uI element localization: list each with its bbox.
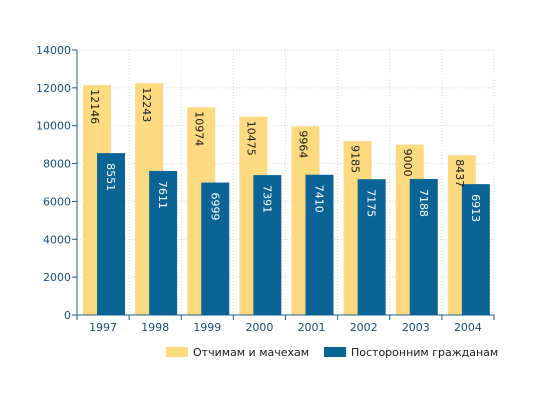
data-label-series-1: 8437 xyxy=(453,159,466,187)
bar-series-2 xyxy=(461,184,490,315)
bar-series-2 xyxy=(305,174,334,315)
y-tick-label: 0 xyxy=(64,309,71,322)
data-label-series-1: 9964 xyxy=(297,130,310,158)
data-label-series-2: 6913 xyxy=(469,194,482,222)
bar-series-2 xyxy=(253,175,282,315)
y-tick-label: 8000 xyxy=(43,158,71,171)
bars xyxy=(83,83,490,316)
x-tick-label: 1997 xyxy=(89,321,117,334)
data-label-series-2: 7188 xyxy=(417,189,430,217)
bar-series-2 xyxy=(201,182,230,315)
y-tick-label: 4000 xyxy=(43,233,71,246)
data-label-series-2: 7611 xyxy=(156,181,169,209)
y-tick-label: 2000 xyxy=(43,271,71,284)
data-label-series-1: 12243 xyxy=(140,87,153,122)
data-label-series-1: 9185 xyxy=(349,145,362,173)
data-label-series-2: 7391 xyxy=(260,185,273,213)
legend-label-series-2: Посторонним гражданам xyxy=(351,346,498,359)
axes: 0 2000 4000 6000 8000 10000 12000 14000 1997 1998… xyxy=(36,44,495,334)
bar-series-2 xyxy=(149,170,178,315)
x-tick-label: 2001 xyxy=(298,321,326,334)
legend-swatch-series-1 xyxy=(166,347,188,357)
bar-series-2 xyxy=(409,178,438,315)
data-label-series-1: 9000 xyxy=(401,149,414,177)
data-label-series-2: 7175 xyxy=(365,189,378,217)
data-label-series-1: 12146 xyxy=(88,89,101,124)
legend-swatch-series-2 xyxy=(324,347,346,357)
y-tick-label: 6000 xyxy=(43,195,71,208)
data-labels: 12146 8551 12243 7611 10974 6999 10475 7391 9964… xyxy=(88,87,482,222)
bar-series-2 xyxy=(97,153,125,315)
x-tick-label: 1999 xyxy=(193,321,221,334)
y-tick-label: 14000 xyxy=(36,44,71,57)
data-label-series-1: 10475 xyxy=(244,121,257,156)
y-tick-label: 10000 xyxy=(36,120,71,133)
legend-label-series-1: Отчимам и мачехам xyxy=(193,346,309,359)
x-tick-label: 2000 xyxy=(245,321,273,334)
x-tick-label: 1998 xyxy=(141,321,169,334)
x-tick-label: 2003 xyxy=(402,321,430,334)
bar-series-2 xyxy=(357,179,386,315)
x-tick-label: 2004 xyxy=(454,321,482,334)
x-tick-label: 2002 xyxy=(350,321,378,334)
data-label-series-2: 8551 xyxy=(104,163,117,191)
y-tick-label: 12000 xyxy=(36,82,71,95)
data-label-series-2: 7410 xyxy=(313,185,326,213)
legend: Отчимам и мачехам Посторонним гражданам xyxy=(166,346,498,359)
data-label-series-2: 6999 xyxy=(208,193,221,221)
data-label-series-1: 10974 xyxy=(192,111,205,146)
